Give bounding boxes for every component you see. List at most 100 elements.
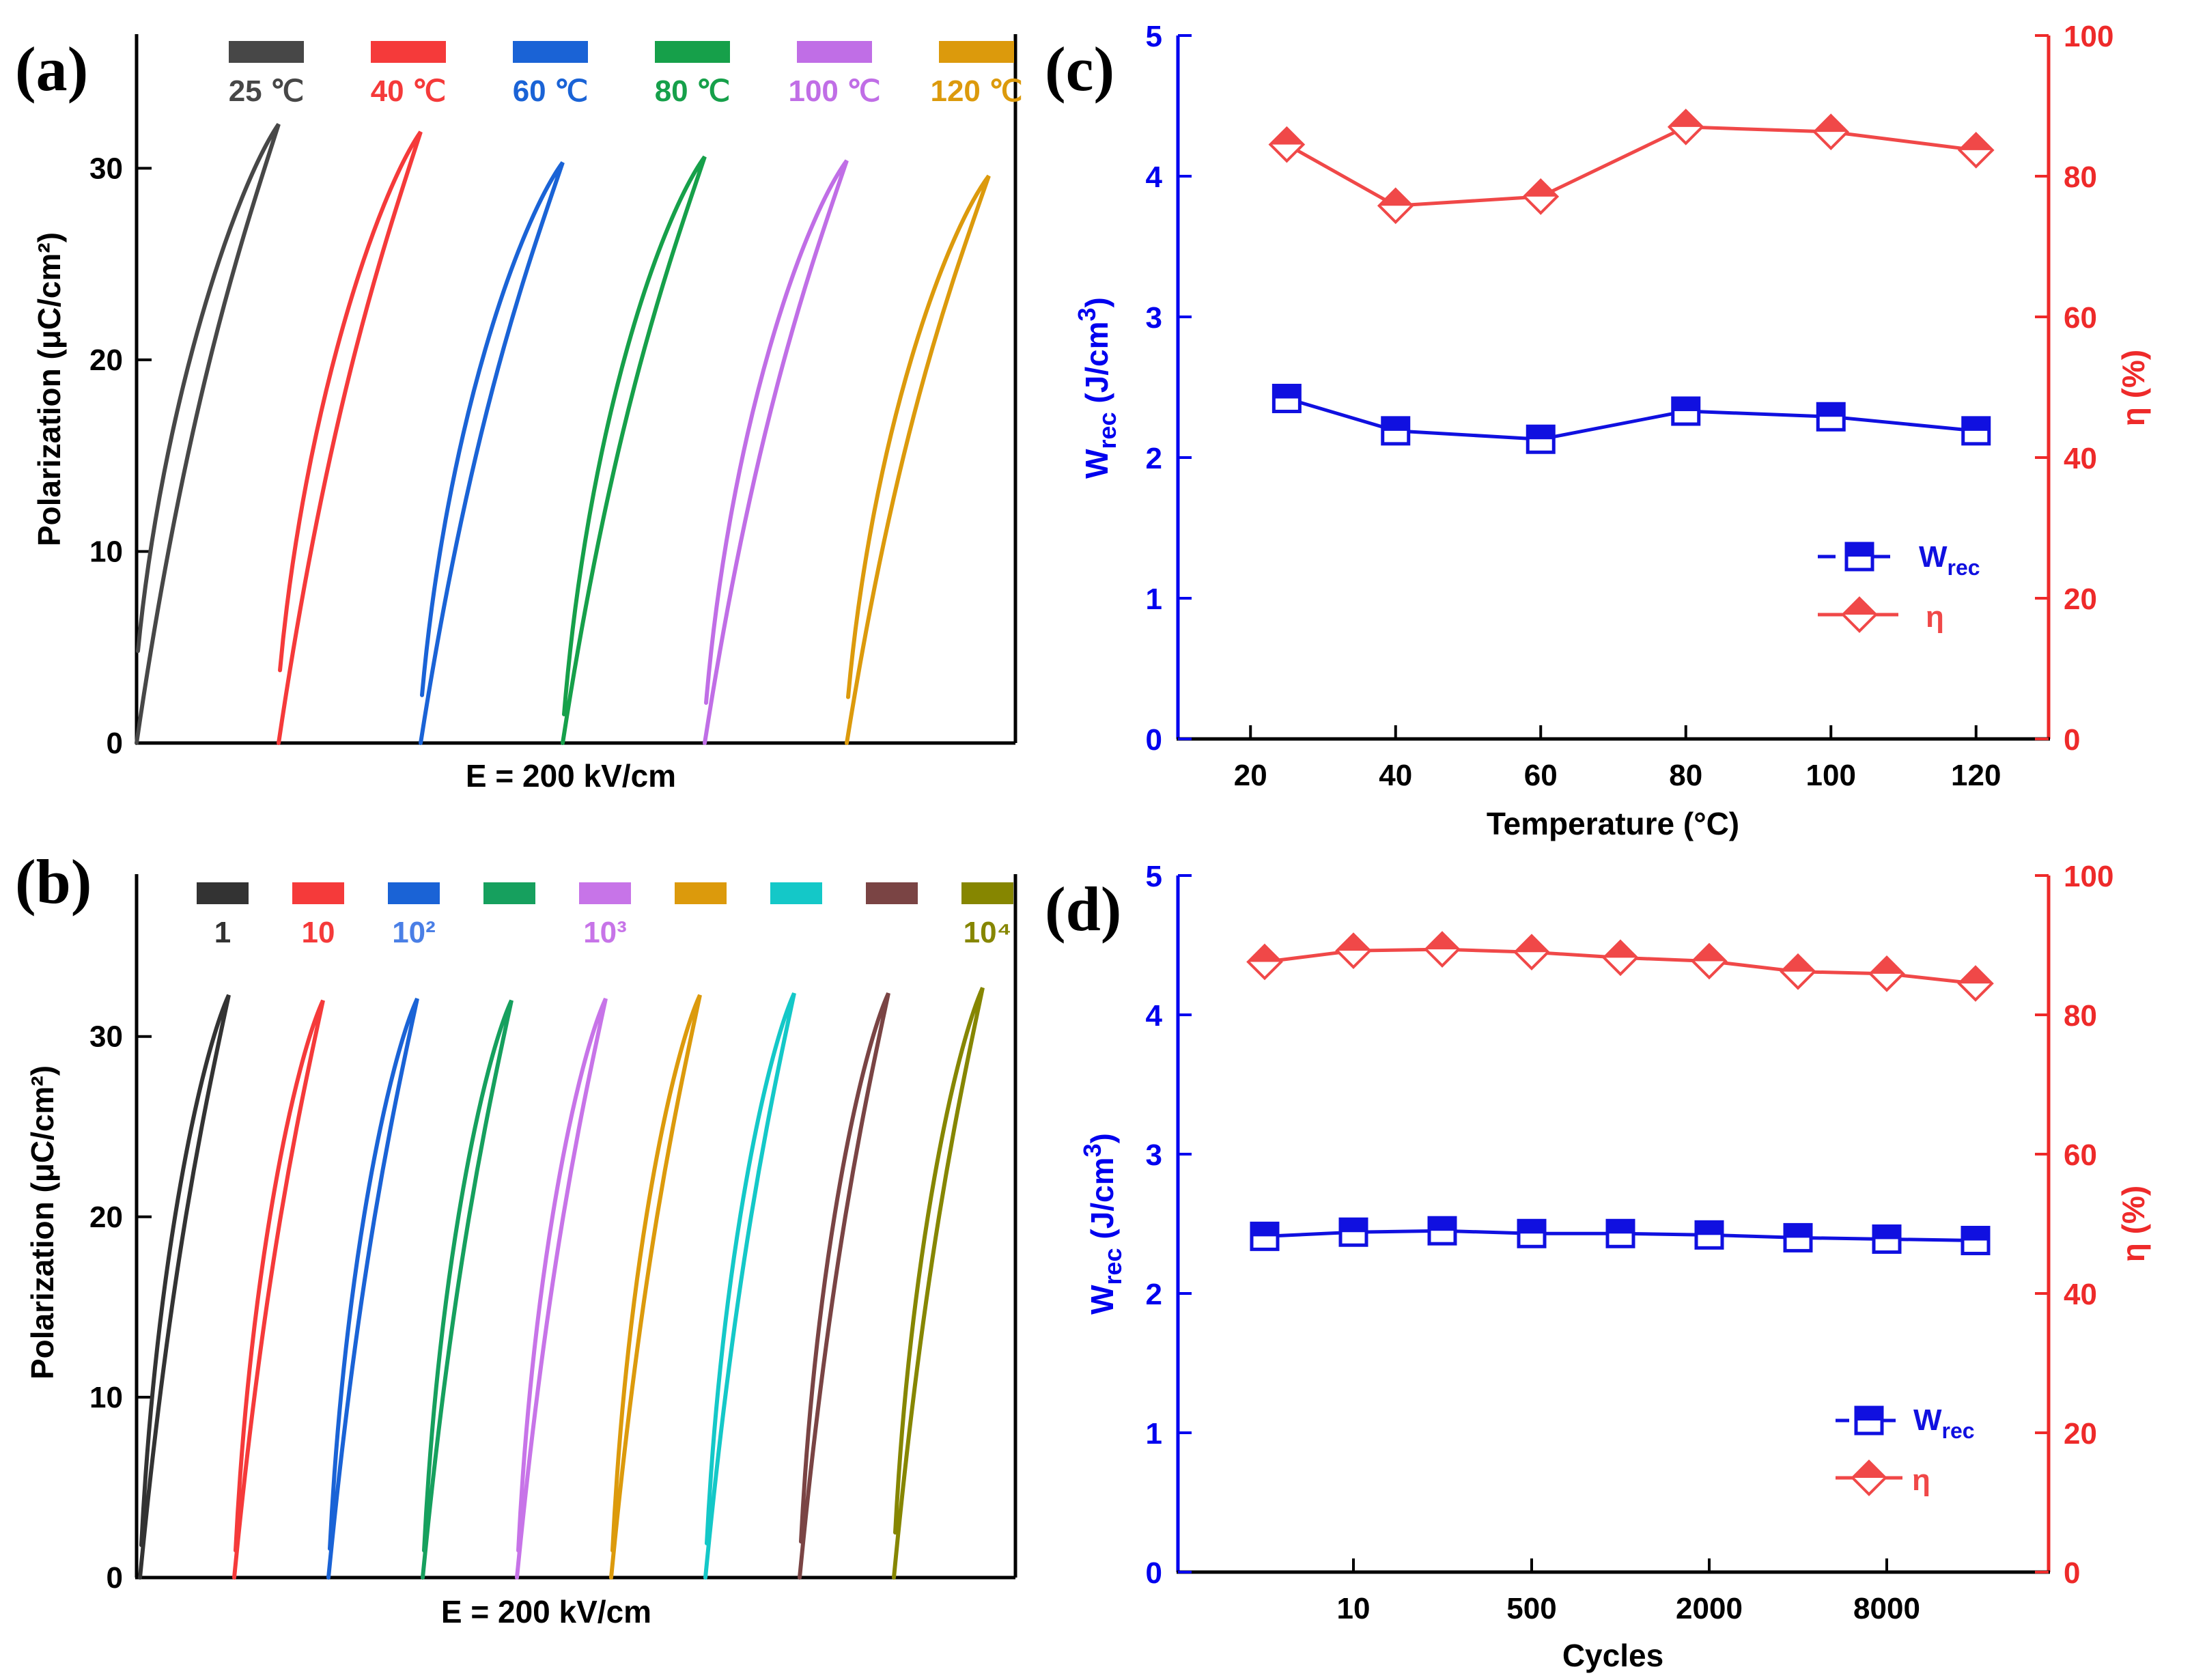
left-tick-label: 2 [1146,442,1162,475]
eta-legend-marker-fill [1843,598,1876,615]
wrec-point-fill [1274,385,1300,399]
right-tick-label: 20 [2064,1417,2097,1451]
legend-label: 1 [214,916,231,949]
panel-b-legend: 1 10 10² 10³ 10⁴ [197,882,1013,949]
y-tick-label: 0 [107,1561,123,1595]
panel-d-legend: Wrec η [1836,1403,1975,1497]
eta-legend-label: η [1912,1464,1930,1497]
wrec-legend-marker-fill [1846,544,1872,557]
panel-b: (b) 0 10 20 30 1 10 10² 10³ 10⁴ Polarization (μ… [15,847,1017,1629]
legend-swatch [939,41,1014,63]
pe-loop [703,159,849,745]
panel-d-legend-wrec: Wrec [1836,1403,1975,1443]
panel-d-ticks: 0 1 2 3 4 5 0 20 40 60 80 100 10 500 2000 8000 [1146,860,2114,1625]
eta-point-fill [1870,957,1903,974]
panel-c-x-label: Temperature (°C) [1487,806,1739,841]
pe-loop [845,174,991,745]
panel-c-legend: Wrec η [1818,540,1980,634]
legend-swatch [655,41,730,63]
panel-a-x-label: E = 200 kV/cm [466,758,676,794]
wrec-point-fill [1607,1220,1633,1234]
right-tick-label: 0 [2064,1556,2080,1590]
panel-a-legend: 25 ℃ 40 ℃ 60 ℃ 80 ℃ 100 ℃ 120 ℃ [229,41,1023,108]
eta-point-fill [1248,945,1281,962]
x-tick-label: 500 [1506,1592,1556,1625]
eta-point-fill [1426,933,1459,950]
legend-label: 10² [392,916,436,949]
pe-loop [703,992,796,1580]
panel-c-right-y-label: η (%) [2116,350,2151,426]
panel-b-loops [138,987,985,1580]
panel-a-label: (a) [15,34,88,104]
eta-point-fill [1270,128,1304,145]
legend-swatch [579,882,631,904]
eta-point-fill [1669,110,1702,127]
legend-swatch [866,882,918,904]
legend-label: 60 ℃ [513,74,589,108]
legend-swatch [229,41,304,63]
panel-c-legend-wrec: Wrec [1818,540,1980,580]
svg-text:η (%): η (%) [2116,1186,2151,1262]
legend-swatch [770,882,822,904]
pe-loop [135,123,281,745]
legend-label: 10⁴ [964,916,1012,949]
eta-point-fill [1524,180,1558,197]
right-tick-label: 40 [2064,1278,2097,1311]
legend-swatch [797,41,872,63]
left-tick-label: 5 [1146,860,1162,893]
left-tick-label: 1 [1146,1417,1162,1451]
eta-legend-label: η [1926,600,1944,634]
left-tick-label: 0 [1146,723,1162,757]
legend-label: 10 [302,916,335,949]
svg-text:η (%): η (%) [2116,350,2151,426]
panel-a-axes [135,34,1017,745]
wrec-point-fill [1818,404,1844,417]
pe-loop [515,997,608,1580]
legend-label: 100 ℃ [788,74,880,108]
right-tick-label: 20 [2064,583,2097,616]
panel-a: (a) 0 10 20 30 25 ℃ 40 ℃ 60 ℃ 80 ℃ 100 ℃ 120 ℃ P… [15,34,1023,794]
wrec-legend-label: Wrec [1913,1403,1975,1443]
x-tick-label: 60 [1524,759,1558,792]
pe-loop [232,999,325,1580]
wrec-point-fill [1519,1220,1545,1234]
panel-b-x-label: E = 200 kV/cm [441,1594,651,1629]
y-tick-label: 0 [107,727,123,760]
panel-b-axes [135,874,1017,1580]
wrec-point-fill [1252,1223,1278,1237]
eta-line [1286,125,1977,208]
svg-text:Wrec (J/cm3): Wrec (J/cm3) [1078,1133,1127,1315]
pe-loop [892,987,985,1580]
wrec-point-fill [1382,417,1409,431]
eta-point-fill [1515,936,1548,953]
right-tick-label: 80 [2064,999,2097,1033]
right-tick-label: 100 [2064,20,2113,53]
legend-label: 10³ [583,916,627,949]
legend-swatch [388,882,440,904]
panel-b-y-label: Polarization (μC/cm²) [25,1065,60,1380]
left-tick-label: 3 [1146,1138,1162,1172]
x-tick-label: 2000 [1676,1592,1743,1625]
left-tick-label: 0 [1146,1556,1162,1590]
wrec-point-fill [1528,426,1554,440]
eta-point-fill [1604,941,1637,958]
panel-b-y-ticks: 0 10 20 30 [89,1020,152,1595]
wrec-point-fill [1429,1218,1455,1231]
legend-swatch [292,882,344,904]
legend-swatch [371,41,446,63]
wrec-point-fill [1785,1224,1811,1238]
panel-d: (d) 0 1 2 3 4 5 0 20 40 60 80 100 10 500 2000 8000 Cycl… [1045,860,2151,1673]
panel-a-y-ticks: 0 10 20 30 [89,152,152,760]
legend-label: 120 ℃ [930,74,1022,108]
right-tick-label: 80 [2064,160,2097,194]
legend-label: 80 ℃ [655,74,731,108]
panel-c-series [1268,109,1995,454]
wrec-legend-label: Wrec [1919,540,1980,580]
eta-point-fill [1814,115,1848,132]
panel-c-ticks: 0 1 2 3 4 5 0 20 40 60 80 100 20 40 60 80 100 120 [1146,20,2114,792]
x-tick-label: 100 [1806,759,1856,792]
y-tick-label: 20 [89,344,123,377]
y-tick-label: 30 [89,1020,123,1054]
pe-loop [277,130,423,745]
